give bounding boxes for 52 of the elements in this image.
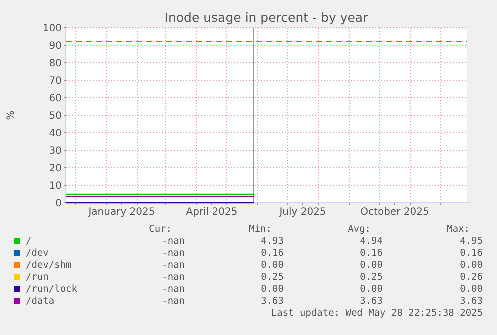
text: 4.93: [261, 236, 284, 247]
y-tick-label: 80: [49, 58, 62, 70]
y-axis-title: %: [6, 110, 17, 120]
text: 3.63: [460, 296, 483, 307]
text: 0.25: [261, 272, 284, 283]
text: Avg:: [348, 224, 371, 235]
legend-label: /run: [26, 272, 49, 283]
x-tick-label: July 2025: [278, 207, 326, 218]
y-tick-label: 90: [49, 41, 62, 52]
text: -nan: [162, 272, 185, 283]
y-tick-label: 40: [49, 128, 62, 140]
text: 0.00: [360, 284, 384, 295]
y-tick-label: 100: [42, 24, 62, 34]
legend-label: /data: [26, 296, 55, 307]
text: 4.95: [460, 236, 483, 247]
text: 3.63: [360, 296, 383, 307]
text: 0.00: [261, 284, 284, 295]
text: -nan: [162, 284, 185, 295]
legend-label: /dev/shm: [26, 260, 72, 271]
text: 3.63: [261, 296, 284, 307]
text: Max:: [447, 224, 470, 235]
text: -nan: [162, 236, 185, 247]
legend-label: /dev: [26, 248, 50, 259]
y-tick-label: 10: [49, 181, 62, 192]
chart-title: Inode usage in percent - by year: [164, 10, 370, 25]
x-tick-label: April 2025: [186, 207, 238, 218]
text: -nan: [162, 260, 185, 271]
text: 4.94: [360, 236, 384, 247]
legend-label: /run/lock: [26, 284, 78, 295]
text: Min:: [249, 224, 272, 235]
text: 0.00: [261, 260, 284, 271]
y-tick-label: 60: [49, 94, 62, 104]
text: 0.00: [360, 260, 384, 271]
legend-label: /: [26, 236, 32, 247]
text: 0.00: [460, 284, 484, 295]
x-tick-label: October 2025: [360, 207, 430, 218]
text: 0.16: [460, 248, 484, 259]
y-tick-label: 20: [49, 164, 62, 174]
text: 0.00: [460, 260, 484, 271]
text: 0.16: [261, 248, 284, 259]
text: 0.26: [460, 272, 484, 283]
y-tick-label: 0: [56, 198, 62, 210]
text: Cur:: [149, 224, 172, 235]
text: -nan: [162, 248, 185, 259]
text: Last update: Wed May 28 22:25:38 2025: [271, 308, 483, 319]
text: -nan: [162, 296, 185, 307]
y-tick-label: 50: [49, 111, 62, 122]
x-tick-label: January 2025: [88, 207, 156, 218]
text: 0.16: [360, 248, 384, 259]
y-tick-label: 70: [49, 76, 62, 87]
text: 0.25: [360, 272, 383, 283]
y-tick-label: 30: [49, 146, 62, 157]
